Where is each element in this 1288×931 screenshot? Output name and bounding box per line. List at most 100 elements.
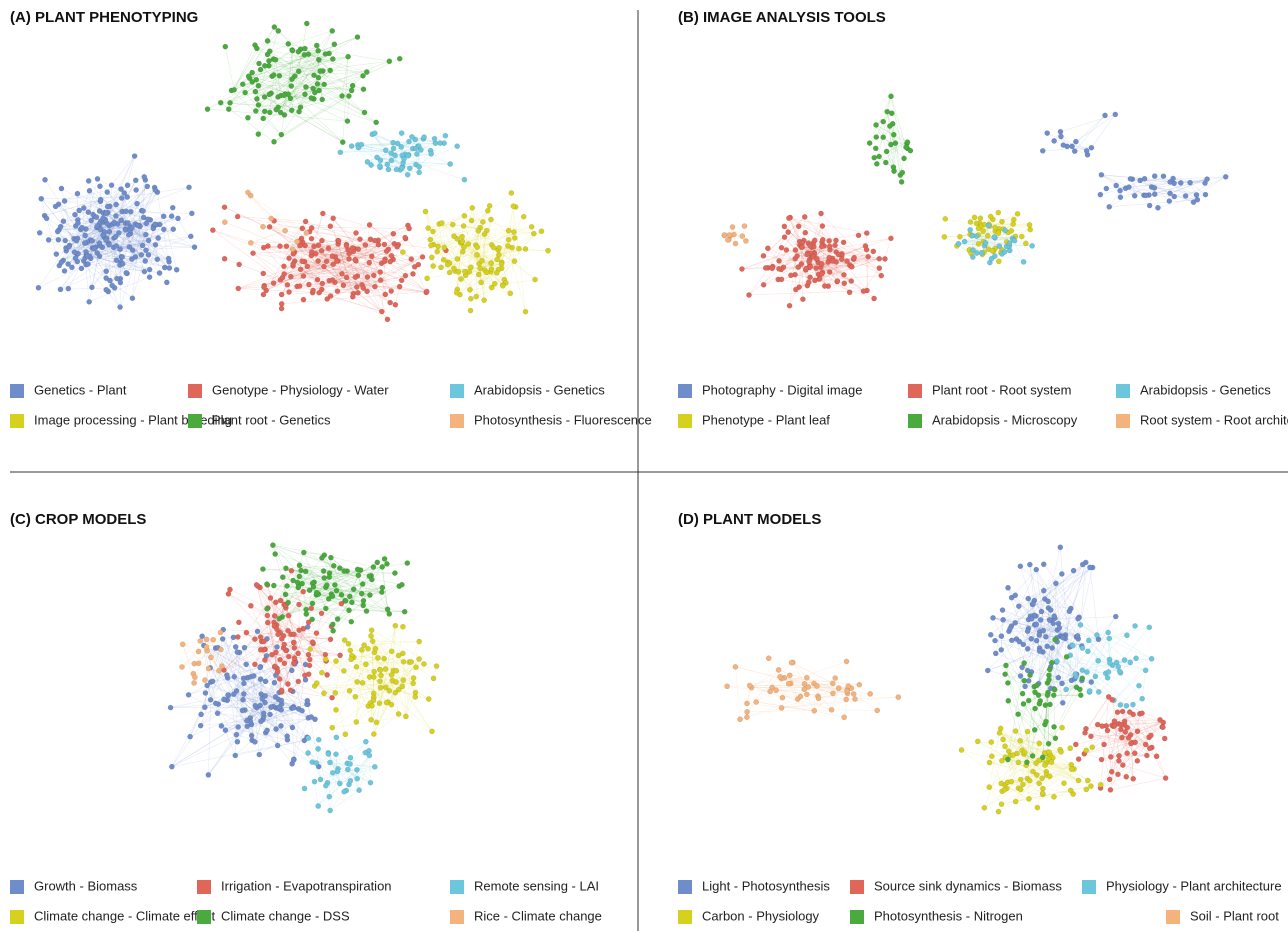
- node: [1017, 738, 1023, 744]
- edge: [1004, 745, 1023, 751]
- node: [410, 271, 416, 277]
- edge: [275, 652, 306, 676]
- node: [296, 562, 303, 569]
- node: [377, 277, 384, 283]
- edge: [299, 245, 415, 268]
- node: [1058, 749, 1064, 755]
- node: [362, 242, 369, 248]
- node: [65, 285, 72, 292]
- edge: [430, 227, 481, 240]
- edge: [223, 632, 281, 671]
- edge: [463, 225, 487, 231]
- node: [1033, 760, 1039, 766]
- edge: [267, 54, 364, 90]
- edge: [271, 92, 314, 100]
- edge: [998, 778, 1043, 812]
- node: [1005, 680, 1011, 686]
- node: [301, 549, 307, 556]
- edge: [763, 255, 780, 269]
- edge: [87, 255, 136, 258]
- node: [423, 288, 430, 295]
- edge: [1053, 790, 1071, 798]
- node: [1113, 182, 1119, 189]
- node: [1133, 655, 1139, 662]
- edge: [882, 96, 892, 122]
- legend-swatch: [678, 414, 692, 428]
- node: [813, 265, 819, 271]
- node: [522, 246, 529, 252]
- edge: [328, 247, 386, 260]
- node: [296, 108, 302, 115]
- node: [778, 276, 785, 283]
- node: [392, 152, 398, 159]
- node: [876, 153, 882, 160]
- node: [355, 572, 362, 579]
- node: [396, 55, 403, 62]
- node: [818, 210, 824, 217]
- edge: [1027, 611, 1070, 650]
- node: [349, 82, 356, 89]
- node: [337, 652, 343, 659]
- edge: [284, 30, 333, 116]
- node: [382, 666, 389, 672]
- node: [801, 214, 808, 220]
- node: [321, 81, 327, 88]
- edge: [285, 594, 352, 622]
- edge: [294, 251, 337, 262]
- edge: [1048, 687, 1077, 744]
- edge: [1034, 624, 1083, 681]
- edge: [330, 295, 382, 312]
- node: [975, 225, 982, 232]
- node: [302, 672, 308, 679]
- node: [342, 598, 349, 604]
- node: [995, 209, 1002, 216]
- edge: [267, 615, 278, 672]
- node: [210, 227, 216, 233]
- edge: [789, 675, 799, 700]
- edge: [1075, 696, 1109, 745]
- node: [988, 255, 995, 262]
- edge: [233, 48, 258, 90]
- node: [480, 219, 486, 225]
- edge: [138, 225, 142, 255]
- edge: [182, 644, 195, 683]
- node: [1072, 671, 1079, 678]
- edge: [1028, 790, 1071, 800]
- node: [1024, 628, 1031, 634]
- node: [323, 782, 329, 789]
- edge: [1015, 229, 1031, 237]
- edge: [351, 585, 400, 622]
- node: [1002, 743, 1008, 750]
- edge: [992, 617, 1021, 677]
- edge: [392, 238, 406, 260]
- node: [1017, 563, 1024, 569]
- node: [315, 74, 322, 81]
- edge: [63, 220, 96, 248]
- edge: [1017, 713, 1056, 739]
- node: [281, 112, 288, 118]
- edge: [273, 90, 352, 142]
- node: [316, 87, 322, 94]
- node: [1102, 112, 1108, 119]
- node: [406, 138, 412, 145]
- node: [372, 237, 378, 244]
- edge: [77, 192, 125, 221]
- edge: [1007, 678, 1083, 760]
- node: [217, 99, 224, 106]
- node: [295, 650, 301, 657]
- node: [416, 656, 422, 662]
- node: [739, 233, 746, 239]
- node: [848, 278, 855, 284]
- edge: [73, 238, 121, 279]
- node: [297, 266, 304, 273]
- node: [272, 551, 278, 557]
- node: [119, 261, 126, 267]
- node: [461, 212, 468, 219]
- edge: [1002, 583, 1057, 620]
- node: [989, 753, 995, 760]
- edge: [1032, 692, 1036, 756]
- node: [319, 555, 325, 561]
- edge: [92, 217, 144, 242]
- edge: [1140, 176, 1226, 181]
- node: [1160, 173, 1167, 179]
